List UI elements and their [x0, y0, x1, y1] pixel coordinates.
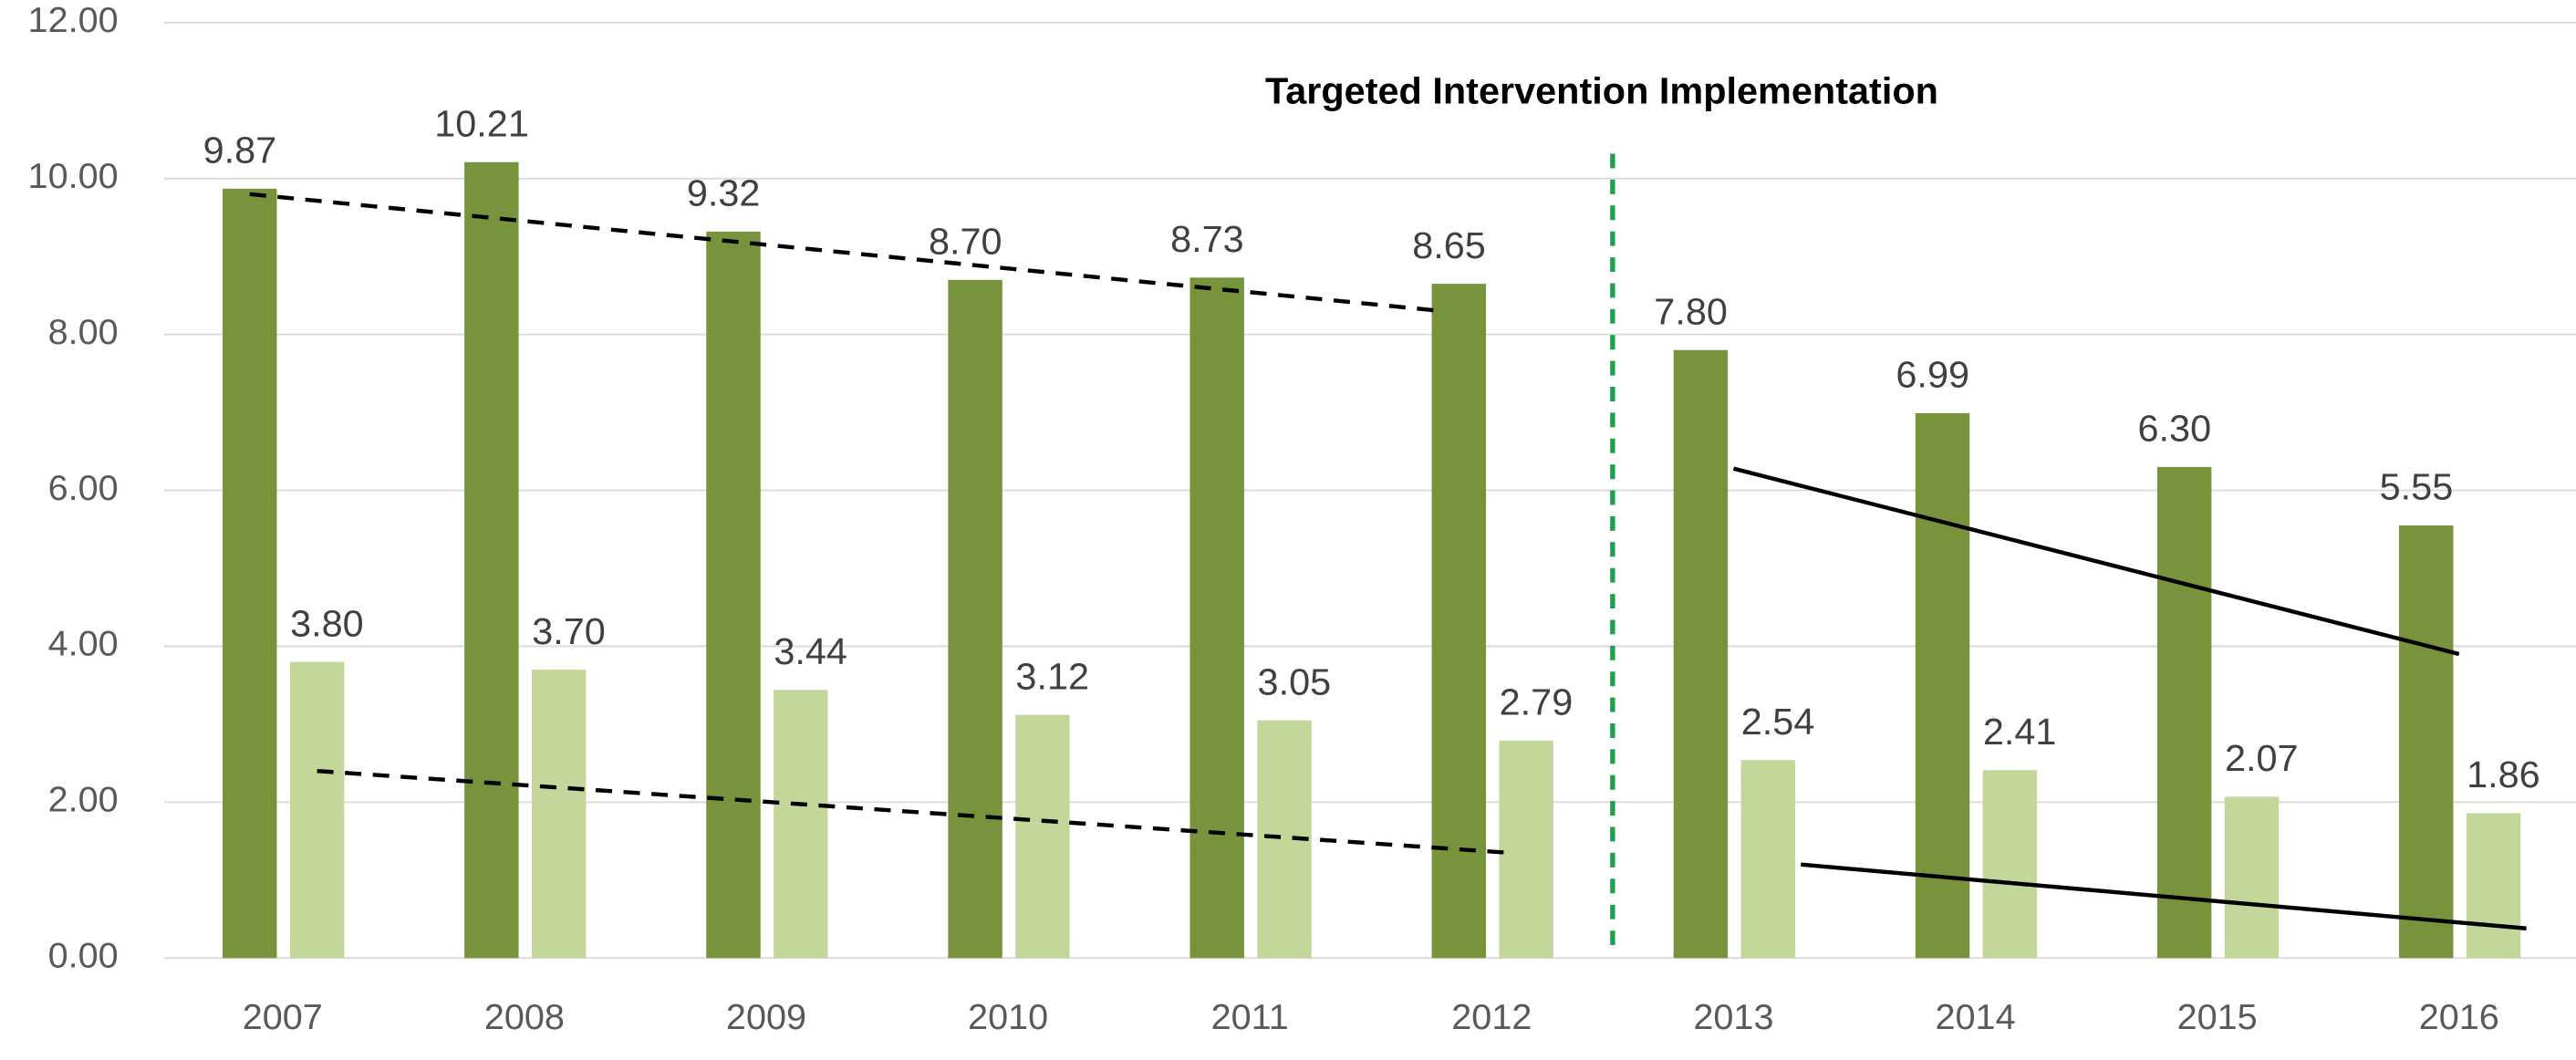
bar	[1915, 412, 1970, 959]
x-tick-label: 2016	[2419, 997, 2499, 1037]
annotation: Targeted Intervention Implementation	[1265, 70, 1938, 112]
bar	[774, 690, 828, 959]
value-label: 1.86	[2467, 753, 2540, 795]
x-tick-label: 2014	[1935, 997, 2015, 1037]
x-tick-label: 2012	[1451, 997, 1532, 1037]
trend-line	[249, 192, 1443, 314]
bar	[1189, 277, 1244, 959]
value-label: 2.07	[2225, 737, 2299, 779]
bar	[1499, 740, 1553, 959]
value-label: 5.55	[2380, 466, 2454, 508]
y-tick-label: 6.00	[48, 468, 119, 508]
value-label: 9.32	[687, 172, 761, 214]
value-label: 8.65	[1412, 224, 1486, 266]
value-label: 8.73	[1170, 218, 1244, 260]
y-tick-label: 12.00	[28, 0, 119, 40]
bar	[2466, 813, 2521, 959]
y-tick-label: 4.00	[48, 624, 119, 664]
y-tick-label: 8.00	[48, 312, 119, 352]
value-label: 6.30	[2138, 408, 2212, 450]
bar	[706, 231, 761, 959]
trend-line	[317, 768, 1511, 856]
bar	[1740, 760, 1795, 959]
value-label: 2.41	[1983, 711, 2057, 753]
bar	[1431, 284, 1487, 959]
x-tick-label: 2007	[243, 997, 323, 1037]
value-label: 2.79	[1500, 681, 1574, 723]
value-label: 3.05	[1258, 661, 1332, 703]
bar	[464, 161, 519, 959]
x-tick-label: 2013	[1693, 997, 1773, 1037]
y-tick-label: 10.00	[28, 156, 119, 196]
y-tick-label: 2.00	[48, 780, 119, 820]
x-tick-label: 2010	[968, 997, 1048, 1037]
value-label: 6.99	[1896, 354, 1969, 396]
value-label: 7.80	[1654, 291, 1728, 333]
value-label: 8.70	[929, 221, 1002, 263]
value-label: 2.54	[1741, 701, 1815, 743]
bar	[1015, 714, 1070, 959]
trend-line	[1801, 862, 2527, 930]
value-label: 3.70	[532, 610, 606, 652]
bar	[948, 279, 1002, 959]
value-label: 3.44	[774, 630, 847, 672]
bar	[531, 670, 587, 959]
x-tick-label: 2009	[726, 997, 806, 1037]
x-tick-label: 2011	[1211, 997, 1289, 1037]
bar	[1673, 349, 1729, 959]
bar	[2156, 466, 2212, 959]
value-label: 10.21	[434, 103, 529, 145]
bar	[2224, 796, 2280, 959]
value-label: 3.80	[290, 603, 364, 645]
y-tick-label: 0.00	[48, 936, 119, 976]
value-label: 9.87	[203, 130, 277, 171]
bar	[223, 188, 277, 959]
trend-line	[1732, 466, 2460, 657]
bar	[289, 661, 345, 959]
x-tick-label: 2008	[484, 997, 565, 1037]
bar	[1982, 770, 2038, 959]
value-label: 3.12	[1015, 656, 1089, 698]
bar	[2399, 525, 2454, 959]
x-tick-label: 2015	[2177, 997, 2258, 1037]
